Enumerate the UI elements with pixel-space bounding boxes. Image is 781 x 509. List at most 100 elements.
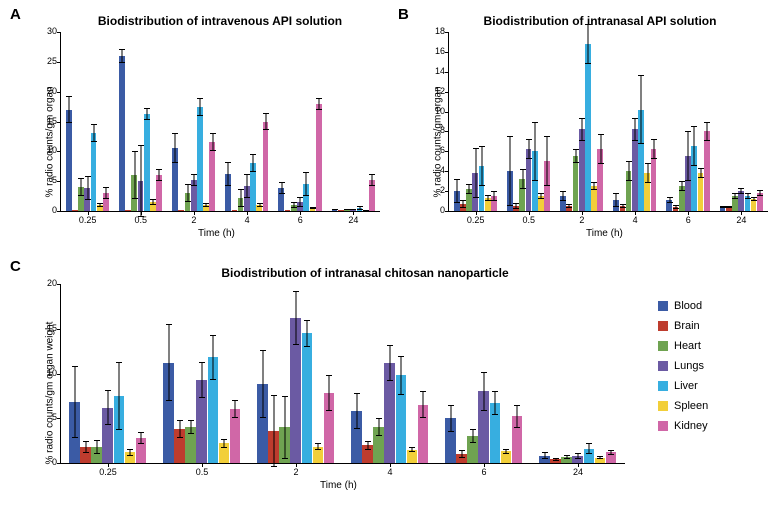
error-bar — [726, 206, 732, 208]
error-bar — [344, 209, 350, 210]
error-bar — [225, 162, 231, 186]
error-bar — [210, 133, 216, 151]
error-bar — [188, 420, 194, 434]
error-bar — [191, 174, 197, 186]
error-bar — [575, 453, 581, 458]
bar — [119, 56, 125, 211]
bar — [704, 131, 710, 211]
panel-c-label: C — [10, 258, 21, 275]
error-bar — [566, 204, 572, 208]
error-bar — [579, 118, 585, 142]
legend-label: Liver — [674, 380, 698, 392]
error-bar — [297, 197, 303, 207]
error-bar — [409, 447, 415, 452]
error-bar — [613, 193, 619, 207]
legend-swatch — [658, 341, 668, 351]
chart-b: % radio counts/gm organ 0246810121416180… — [448, 32, 768, 227]
bar — [285, 210, 291, 211]
ytick: 2 — [425, 185, 445, 195]
error-bar — [479, 146, 485, 186]
legend-swatch — [658, 401, 668, 411]
bar — [302, 333, 313, 463]
panel-a-title: Biodistribution of intravenous API solut… — [70, 14, 370, 28]
error-bar — [232, 400, 238, 418]
error-bar — [738, 188, 744, 194]
error-bar — [138, 145, 144, 217]
ytick: 14 — [425, 66, 445, 76]
error-bar — [679, 181, 685, 191]
xtick: 4 — [615, 215, 655, 225]
xtick: 0.5 — [509, 215, 549, 225]
error-bar — [542, 452, 548, 459]
error-bar — [598, 134, 604, 164]
error-bar — [310, 207, 316, 209]
bar — [232, 210, 238, 211]
error-bar — [704, 122, 710, 142]
chart-a-area: 0510152025300.250.524624 — [60, 32, 380, 212]
error-bar — [491, 191, 497, 201]
ytick: 20 — [37, 86, 57, 96]
error-bar — [105, 390, 111, 426]
error-bar — [503, 449, 509, 454]
error-bar — [304, 320, 310, 347]
error-bar — [244, 174, 250, 198]
xtick: 4 — [370, 467, 410, 477]
legend-item: Spleen — [658, 400, 708, 412]
error-bar — [398, 356, 404, 395]
ytick: 15 — [37, 323, 57, 333]
bar — [91, 133, 97, 211]
error-bar — [238, 189, 244, 207]
error-bar — [316, 98, 322, 110]
error-bar — [221, 439, 227, 448]
error-bar — [466, 184, 472, 194]
error-bar — [732, 193, 738, 199]
error-bar — [626, 161, 632, 181]
chart-c-ylabel: % radio counts/gm organ weight — [45, 295, 56, 465]
xtick: 24 — [558, 467, 598, 477]
xtick: 4 — [227, 215, 267, 225]
error-bar — [177, 420, 183, 438]
error-bar — [332, 209, 338, 210]
error-bar — [326, 375, 332, 411]
chart-c: % radio counts/gm organ weight 051015200… — [60, 284, 625, 479]
error-bar — [573, 149, 579, 163]
xtick: 0.25 — [68, 215, 108, 225]
error-bar — [257, 203, 263, 207]
error-bar — [203, 203, 209, 208]
error-bar — [513, 203, 519, 209]
error-bar — [560, 191, 566, 201]
error-bar — [210, 335, 216, 380]
error-bar — [150, 199, 156, 205]
bar — [125, 210, 131, 211]
error-bar — [85, 176, 91, 200]
error-bar — [315, 443, 321, 450]
ytick: 10 — [37, 145, 57, 155]
error-bar — [751, 197, 757, 201]
error-bar — [585, 24, 591, 64]
bar — [585, 44, 591, 211]
error-bar — [485, 195, 491, 201]
ytick: 4 — [425, 165, 445, 175]
error-bar — [376, 418, 382, 436]
error-bar — [553, 458, 559, 462]
error-bar — [620, 204, 626, 208]
bar — [316, 104, 322, 211]
error-bar — [597, 456, 603, 460]
error-bar — [651, 139, 657, 159]
error-bar — [698, 168, 704, 178]
error-bar — [460, 200, 466, 208]
ytick: 0 — [37, 457, 57, 467]
xtick: 6 — [280, 215, 320, 225]
legend-swatch — [658, 301, 668, 311]
legend-swatch — [658, 421, 668, 431]
ytick: 12 — [425, 86, 445, 96]
ytick: 5 — [37, 175, 57, 185]
legend-item: Heart — [658, 340, 708, 352]
bar — [178, 210, 184, 211]
chart-a: % radio counts/gm organ 0510152025300.25… — [60, 32, 380, 227]
error-bar — [119, 49, 125, 63]
error-bar — [185, 184, 191, 202]
error-bar — [632, 118, 638, 142]
error-bar — [691, 126, 697, 166]
xtick: 24 — [333, 215, 373, 225]
